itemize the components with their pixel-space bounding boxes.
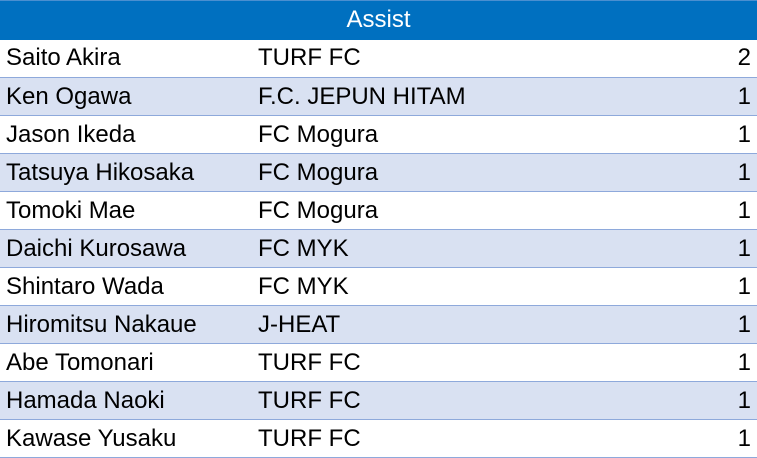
team-name-cell: FC Mogura bbox=[252, 153, 692, 192]
player-name-cell: Kawase Yusaku bbox=[0, 419, 252, 458]
assist-count-cell: 1 bbox=[692, 153, 757, 192]
assist-count-cell: 2 bbox=[692, 39, 757, 78]
assist-count-cell: 1 bbox=[692, 191, 757, 230]
table-row: Shintaro Wada FC MYK 1 bbox=[0, 267, 757, 306]
assist-count-cell: 1 bbox=[692, 381, 757, 420]
player-name-cell: Tatsuya Hikosaka bbox=[0, 153, 252, 192]
team-name-cell: F.C. JEPUN HITAM bbox=[252, 77, 692, 116]
team-name-cell: FC MYK bbox=[252, 267, 692, 306]
table-row: Jason Ikeda FC Mogura 1 bbox=[0, 115, 757, 154]
team-name-cell: TURF FC bbox=[252, 39, 692, 78]
team-name-cell: FC Mogura bbox=[252, 191, 692, 230]
assist-count-cell: 1 bbox=[692, 343, 757, 382]
table-title: Assist bbox=[0, 0, 757, 40]
team-name-cell: TURF FC bbox=[252, 381, 692, 420]
team-name-cell: TURF FC bbox=[252, 419, 692, 458]
table-row: Tomoki Mae FC Mogura 1 bbox=[0, 191, 757, 230]
player-name-cell: Hamada Naoki bbox=[0, 381, 252, 420]
player-name-cell: Hiromitsu Nakaue bbox=[0, 305, 252, 344]
player-name-cell: Jason Ikeda bbox=[0, 115, 252, 154]
assist-count-cell: 1 bbox=[692, 267, 757, 306]
table-header-row: Assist bbox=[0, 0, 757, 40]
table-row: Saito Akira TURF FC 2 bbox=[0, 39, 757, 78]
table-row: Tatsuya Hikosaka FC Mogura 1 bbox=[0, 153, 757, 192]
player-name-cell: Shintaro Wada bbox=[0, 267, 252, 306]
assist-count-cell: 1 bbox=[692, 115, 757, 154]
player-name-cell: Ken Ogawa bbox=[0, 77, 252, 116]
team-name-cell: FC Mogura bbox=[252, 115, 692, 154]
assist-count-cell: 1 bbox=[692, 419, 757, 458]
table-body: Saito Akira TURF FC 2 Ken Ogawa F.C. JEPUN H… bbox=[0, 39, 757, 458]
player-name-cell: Daichi Kurosawa bbox=[0, 229, 252, 268]
assist-count-cell: 1 bbox=[692, 77, 757, 116]
team-name-cell: TURF FC bbox=[252, 343, 692, 382]
player-name-cell: Abe Tomonari bbox=[0, 343, 252, 382]
player-name-cell: Saito Akira bbox=[0, 39, 252, 78]
team-name-cell: J-HEAT bbox=[252, 305, 692, 344]
player-name-cell: Tomoki Mae bbox=[0, 191, 252, 230]
table-row: Hiromitsu Nakaue J-HEAT 1 bbox=[0, 305, 757, 344]
assist-count-cell: 1 bbox=[692, 229, 757, 268]
assist-count-cell: 1 bbox=[692, 305, 757, 344]
table-row: Ken Ogawa F.C. JEPUN HITAM 1 bbox=[0, 77, 757, 116]
table-row: Daichi Kurosawa FC MYK 1 bbox=[0, 229, 757, 268]
table-row: Kawase Yusaku TURF FC 1 bbox=[0, 419, 757, 458]
table-row: Abe Tomonari TURF FC 1 bbox=[0, 343, 757, 382]
team-name-cell: FC MYK bbox=[252, 229, 692, 268]
table-row: Hamada Naoki TURF FC 1 bbox=[0, 381, 757, 420]
